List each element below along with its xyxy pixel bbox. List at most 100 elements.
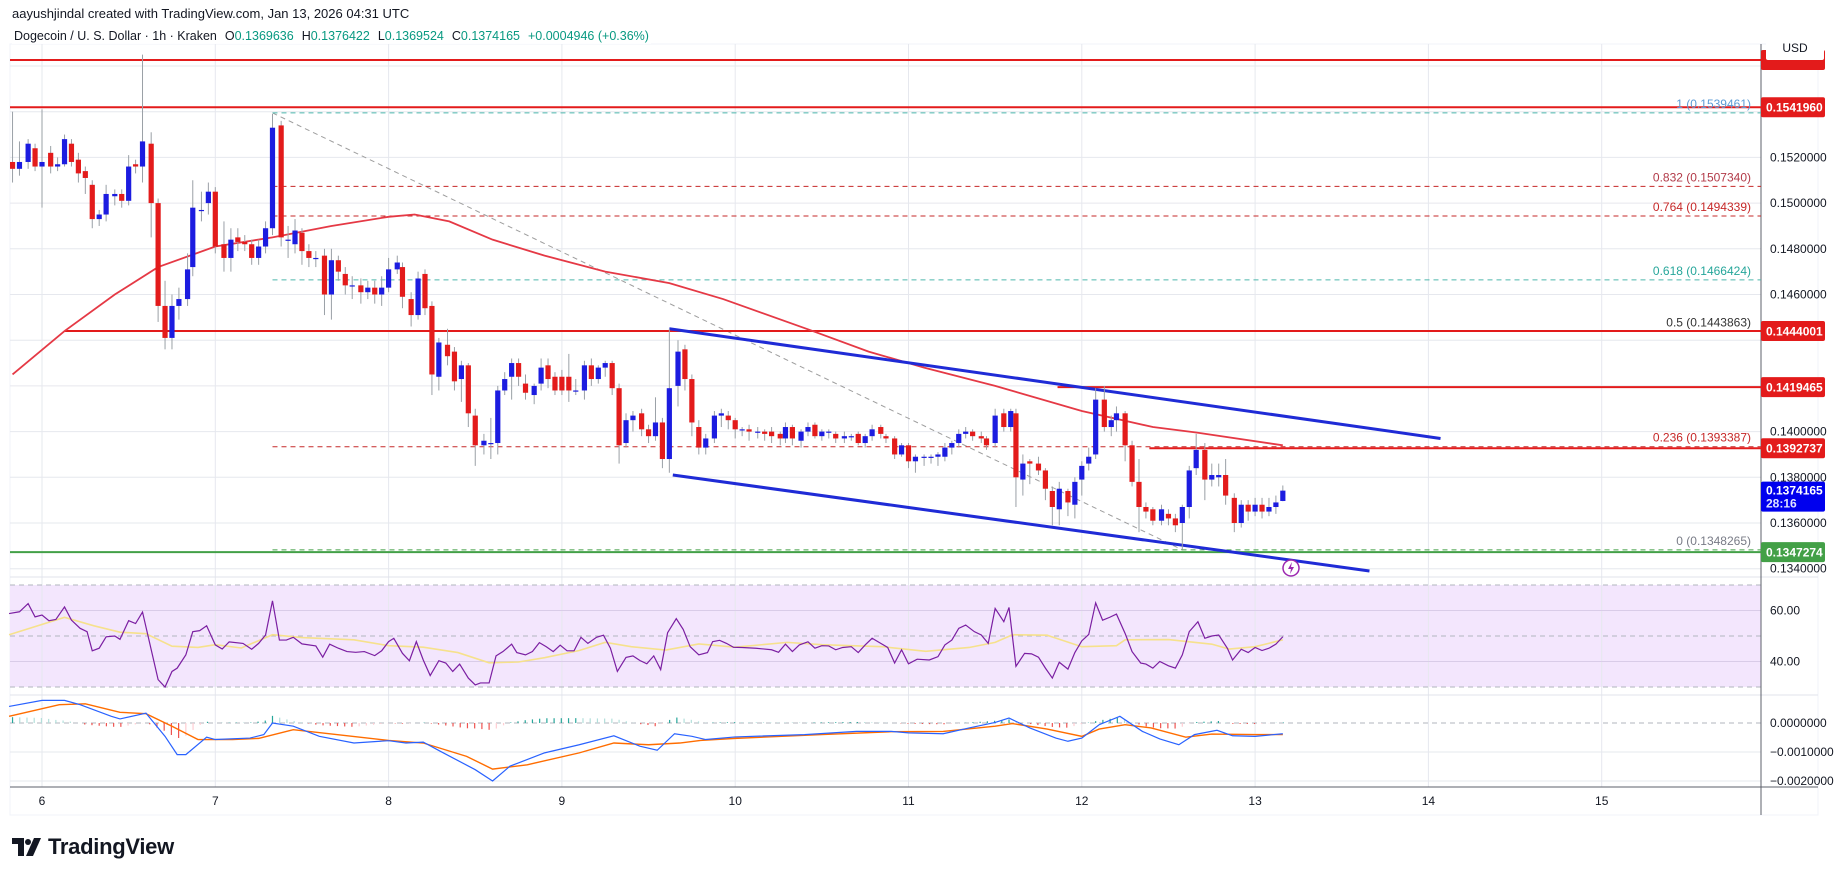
candle [285,225,291,258]
candle [522,374,529,400]
candle-body [762,431,768,434]
candle-body [408,299,414,316]
candle [1231,493,1237,533]
candle-body [1143,507,1149,512]
candle [892,436,898,460]
candle-body [1202,449,1208,480]
candle [1042,468,1049,501]
candle [1216,463,1222,487]
candle [762,429,768,441]
time-axis-label: 15 [1595,794,1609,808]
candle [956,429,962,448]
price-tag-text: 0.1419465 [1766,381,1823,395]
candle-body [703,438,709,448]
candle [132,159,139,174]
candle-body [436,342,442,377]
candle [1079,461,1085,496]
candle [552,372,558,396]
candle [256,239,262,265]
candle [732,417,738,439]
candle [848,433,854,441]
candle [365,280,371,300]
candle [386,257,392,293]
fib-level-label: 0.764 (0.1494339) [1653,200,1751,214]
candle-body [235,237,241,242]
candle [869,424,875,441]
candle [25,139,31,169]
candle [616,383,622,464]
candle-body [1280,490,1286,501]
candle-body [256,246,262,258]
symbol-title[interactable]: Dogecoin / U. S. Dollar · 1h · Kraken [14,29,217,43]
candle-body [89,184,95,220]
candle [921,454,927,466]
candle [335,255,341,281]
price-tag-bg [1761,321,1825,342]
candle-body [1001,413,1007,428]
candle [61,134,68,167]
candle-body [1172,518,1178,526]
candle-body [1049,491,1055,508]
tradingview-logo: TradingView [12,834,174,860]
candle [682,344,688,391]
candle-body [595,367,601,380]
candle-body [522,383,529,393]
symbol-legend: Dogecoin / U. S. Dollar · 1h · Kraken O0… [12,28,651,44]
candle-body [1259,504,1265,512]
candle [1013,408,1019,508]
candle-body [422,273,428,309]
candle-body [358,285,364,293]
last-price-text: 0.1374165 [1766,484,1823,498]
candle-body [566,376,572,391]
candle [292,219,298,254]
time-axis-label: 8 [385,794,392,808]
candle [970,429,976,441]
candle-body [833,433,839,439]
candle [262,221,269,254]
currency-button[interactable]: USD [1766,36,1824,60]
candle-body [132,164,139,167]
channel-upper-line[interactable] [669,327,1441,440]
candle-body [545,365,551,380]
candle [249,239,255,265]
ohlc-open: O0.1369636 [224,29,294,43]
candle-body [1013,413,1019,478]
channel-lower-line[interactable] [672,473,1370,573]
alert-lightning-icon[interactable] [1282,559,1300,577]
candle-body [269,127,276,229]
candle [883,433,889,444]
candle [1008,408,1014,432]
candle [139,54,146,183]
candle-body [444,344,451,357]
candle [1136,459,1142,533]
macd-axis-label: 0.0000000 [1770,716,1827,730]
candle [148,132,154,238]
candle-body [342,273,348,286]
candle-body [1129,445,1135,482]
candle-body [82,171,88,178]
candle-body [732,420,738,430]
candle-body [1101,399,1107,428]
candle [321,248,328,316]
candle-body [689,379,695,423]
candle [1072,477,1078,519]
candle [198,191,205,222]
candle-body [789,427,795,439]
candle-body [1072,481,1078,505]
candle-body [1086,456,1092,464]
candle-body [956,433,962,444]
candle [299,228,305,265]
candle [502,372,508,396]
candle-body [365,287,371,293]
candle-body [639,413,645,430]
price-pane [10,54,1761,573]
candle [75,152,81,183]
candle-body [1122,413,1128,446]
rsi-line [8,600,1284,689]
candle [372,280,378,304]
candle [1150,507,1156,526]
candle-body [458,365,464,380]
candle [630,411,636,432]
candle-body [119,193,125,201]
